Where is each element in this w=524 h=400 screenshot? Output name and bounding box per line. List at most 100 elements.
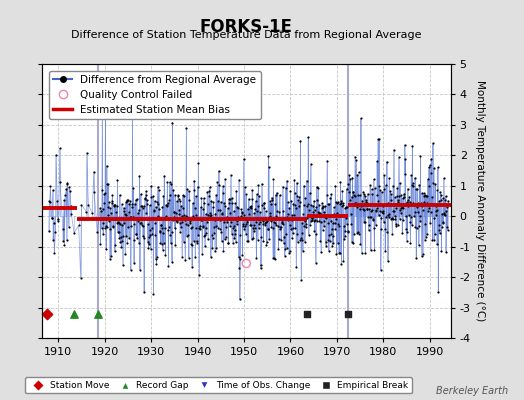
Point xyxy=(52,152,60,158)
Point xyxy=(435,198,443,204)
Point xyxy=(440,210,448,216)
Point xyxy=(324,248,333,254)
Point xyxy=(392,205,401,212)
Point xyxy=(358,206,367,212)
Point xyxy=(189,213,198,220)
Point xyxy=(346,210,355,217)
Point xyxy=(417,200,425,207)
Point xyxy=(177,224,185,230)
Point xyxy=(249,222,258,228)
Point xyxy=(101,189,109,196)
Point xyxy=(440,175,448,182)
Point xyxy=(351,200,359,206)
Point xyxy=(257,234,266,240)
Point xyxy=(305,212,313,218)
Point xyxy=(102,223,110,229)
Point xyxy=(271,201,279,207)
Point xyxy=(184,254,193,261)
Point xyxy=(435,230,444,236)
Point xyxy=(137,203,145,209)
Point xyxy=(388,208,397,214)
Point xyxy=(132,231,140,238)
Point xyxy=(312,184,321,190)
Point xyxy=(288,212,297,218)
Point xyxy=(199,224,208,230)
Point xyxy=(302,224,310,230)
Point xyxy=(192,211,201,218)
Point xyxy=(197,195,205,202)
Point xyxy=(276,225,285,232)
Point xyxy=(62,237,71,243)
Text: FORKS-1E: FORKS-1E xyxy=(200,18,293,36)
Point xyxy=(387,216,395,222)
Point xyxy=(364,227,373,233)
Point xyxy=(161,202,170,208)
Point xyxy=(93,310,102,317)
Point xyxy=(200,233,209,239)
Point xyxy=(122,198,130,205)
Point xyxy=(103,181,112,187)
Point xyxy=(204,236,212,242)
Point xyxy=(184,232,192,238)
Point xyxy=(82,208,91,215)
Point xyxy=(182,125,191,131)
Point xyxy=(367,186,376,192)
Point xyxy=(96,205,104,212)
Point xyxy=(165,224,173,230)
Point xyxy=(200,199,208,206)
Point xyxy=(116,239,125,246)
Point xyxy=(331,182,340,189)
Point xyxy=(423,231,431,237)
Point xyxy=(162,202,171,208)
Point xyxy=(346,196,354,203)
Point xyxy=(319,203,327,210)
Point xyxy=(361,219,369,225)
Point xyxy=(397,205,405,211)
Point xyxy=(401,170,409,177)
Point xyxy=(166,232,174,239)
Point xyxy=(277,224,285,230)
Point xyxy=(201,243,209,250)
Point xyxy=(330,204,338,210)
Point xyxy=(134,210,142,216)
Point xyxy=(55,205,63,211)
Point xyxy=(174,192,182,198)
Point xyxy=(70,310,79,317)
Point xyxy=(332,216,340,222)
Point xyxy=(406,219,414,225)
Point xyxy=(291,225,300,232)
Point xyxy=(224,240,232,246)
Point xyxy=(440,211,449,217)
Point xyxy=(192,240,201,246)
Point xyxy=(427,209,435,216)
Point xyxy=(121,211,129,217)
Point xyxy=(281,214,289,221)
Point xyxy=(114,219,123,226)
Point xyxy=(105,225,114,232)
Point xyxy=(163,199,172,206)
Point xyxy=(120,220,128,226)
Point xyxy=(418,190,426,196)
Point xyxy=(381,248,389,255)
Point xyxy=(237,213,245,220)
Point xyxy=(131,215,139,222)
Point xyxy=(286,188,294,194)
Point xyxy=(177,203,185,210)
Point xyxy=(385,211,394,217)
Point xyxy=(285,205,293,212)
Point xyxy=(324,220,332,226)
Point xyxy=(174,196,183,202)
Point xyxy=(378,209,386,215)
Point xyxy=(274,215,282,221)
Point xyxy=(362,250,370,256)
Point xyxy=(234,214,242,220)
Point xyxy=(358,202,366,208)
Point xyxy=(391,194,399,201)
Point xyxy=(179,238,188,245)
Point xyxy=(396,216,404,222)
Point xyxy=(112,216,120,222)
Point xyxy=(176,219,184,226)
Point xyxy=(249,225,257,232)
Point xyxy=(444,197,452,204)
Point xyxy=(185,187,193,194)
